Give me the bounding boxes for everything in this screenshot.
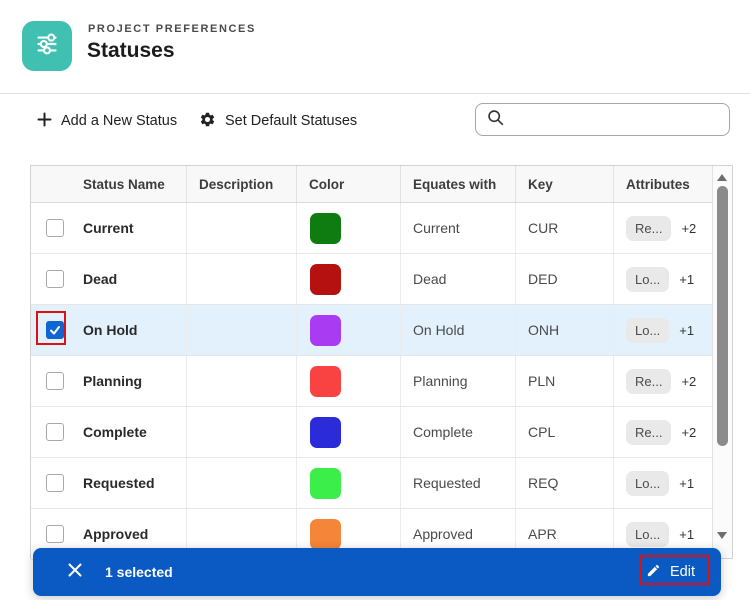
search-icon: [486, 108, 505, 132]
attribute-more-count: +1: [679, 271, 695, 287]
status-color-swatch[interactable]: [310, 212, 341, 244]
table-row[interactable]: On Hold On Hold ONH Lo... +1: [31, 305, 712, 356]
sliders-icon: [31, 28, 63, 65]
status-key: PLN: [516, 356, 614, 406]
status-key: ONH: [516, 305, 614, 355]
edit-button[interactable]: Edit: [638, 557, 703, 588]
row-checkbox[interactable]: [46, 474, 64, 492]
status-equates-with: Dead: [401, 254, 516, 304]
attribute-more-count: +2: [681, 424, 697, 440]
table-body: Current Current CUR Re... +2 Dead Dead D…: [31, 203, 712, 560]
status-description: [187, 407, 297, 457]
status-name: Planning: [83, 373, 143, 389]
table-row[interactable]: Complete Complete CPL Re... +2: [31, 407, 712, 458]
column-header-attributes: Attributes: [626, 176, 690, 192]
table-row[interactable]: Current Current CUR Re... +2: [31, 203, 712, 254]
row-checkbox[interactable]: [46, 525, 64, 543]
status-key: CPL: [516, 407, 614, 457]
status-equates-with: Requested: [401, 458, 516, 508]
set-default-statuses-button[interactable]: Set Default Statuses: [199, 110, 357, 132]
table-header-row: Status Name Description Color Equates wi…: [31, 166, 712, 203]
plus-icon: [37, 112, 52, 131]
statuses-table: Status Name Description Color Equates wi…: [30, 165, 733, 560]
status-description: [187, 305, 297, 355]
attribute-more-count: +2: [681, 373, 697, 389]
status-color-swatch[interactable]: [310, 263, 341, 295]
status-key: REQ: [516, 458, 614, 508]
status-description: [187, 458, 297, 508]
attribute-chip[interactable]: Lo...: [626, 266, 670, 292]
status-color-swatch[interactable]: [310, 365, 341, 397]
scroll-up-arrow-icon[interactable]: [717, 174, 727, 181]
search-input[interactable]: [512, 104, 729, 135]
attribute-more-count: +2: [681, 220, 697, 236]
status-equates-with: On Hold: [401, 305, 516, 355]
attribute-chip[interactable]: Re...: [626, 419, 672, 445]
clear-selection-button[interactable]: [67, 562, 83, 583]
attribute-chip[interactable]: Re...: [626, 368, 672, 394]
selected-count-label: 1 selected: [105, 564, 173, 580]
edit-button-label: Edit: [670, 564, 695, 580]
table-row[interactable]: Planning Planning PLN Re... +2: [31, 356, 712, 407]
close-icon: [67, 562, 83, 583]
selection-bar: 1 selected Edit: [33, 548, 721, 596]
status-name: Requested: [83, 475, 155, 491]
row-checkbox[interactable]: [46, 219, 64, 237]
status-color-swatch[interactable]: [310, 416, 341, 448]
attribute-chip[interactable]: Lo...: [626, 317, 670, 343]
status-color-swatch[interactable]: [310, 467, 341, 499]
attribute-chip[interactable]: Lo...: [626, 521, 670, 547]
status-name: Dead: [83, 271, 118, 287]
header-divider: [0, 93, 750, 94]
breadcrumb-eyebrow: PROJECT PREFERENCES: [88, 23, 256, 35]
page-title: Statuses: [87, 39, 175, 62]
project-preferences-app-icon: [22, 21, 72, 71]
attribute-chip[interactable]: Re...: [626, 215, 672, 241]
status-equates-with: Current: [401, 203, 516, 253]
status-equates-with: Complete: [401, 407, 516, 457]
table-row[interactable]: Requested Requested REQ Lo... +1: [31, 458, 712, 509]
status-description: [187, 203, 297, 253]
row-checkbox[interactable]: [46, 423, 64, 441]
add-new-status-button[interactable]: Add a New Status: [37, 110, 177, 132]
status-description: [187, 356, 297, 406]
status-color-swatch[interactable]: [310, 314, 341, 346]
status-key: DED: [516, 254, 614, 304]
search-box[interactable]: [475, 103, 730, 136]
row-checkbox[interactable]: [46, 372, 64, 390]
pencil-icon: [646, 563, 661, 582]
column-header-equates-with: Equates with: [401, 166, 516, 202]
column-header-status-name: Status Name: [31, 166, 187, 202]
scrollbar-thumb[interactable]: [717, 186, 728, 446]
column-header-description: Description: [187, 166, 297, 202]
table-row[interactable]: Dead Dead DED Lo... +1: [31, 254, 712, 305]
status-equates-with: Planning: [401, 356, 516, 406]
attribute-chip[interactable]: Lo...: [626, 470, 670, 496]
status-name: Current: [83, 220, 134, 236]
attribute-more-count: +1: [679, 526, 695, 542]
set-default-statuses-label: Set Default Statuses: [225, 113, 358, 129]
status-name: Complete: [83, 424, 147, 440]
status-key: CUR: [516, 203, 614, 253]
status-equates-with: Approved: [401, 509, 516, 559]
row-checkbox[interactable]: [46, 321, 64, 339]
attribute-more-count: +1: [679, 322, 695, 338]
add-new-status-label: Add a New Status: [61, 113, 178, 129]
attribute-more-count: +1: [679, 475, 695, 491]
column-header-color: Color: [297, 166, 401, 202]
status-key: APR: [516, 509, 614, 559]
status-description: [187, 509, 297, 559]
column-header-key: Key: [516, 166, 614, 202]
gear-icon: [199, 111, 216, 132]
status-name: Approved: [83, 526, 149, 542]
status-description: [187, 254, 297, 304]
row-checkbox[interactable]: [46, 270, 64, 288]
status-name: On Hold: [83, 322, 138, 338]
vertical-scrollbar[interactable]: [712, 166, 732, 558]
status-color-swatch[interactable]: [310, 518, 341, 550]
scroll-down-arrow-icon[interactable]: [717, 532, 727, 539]
